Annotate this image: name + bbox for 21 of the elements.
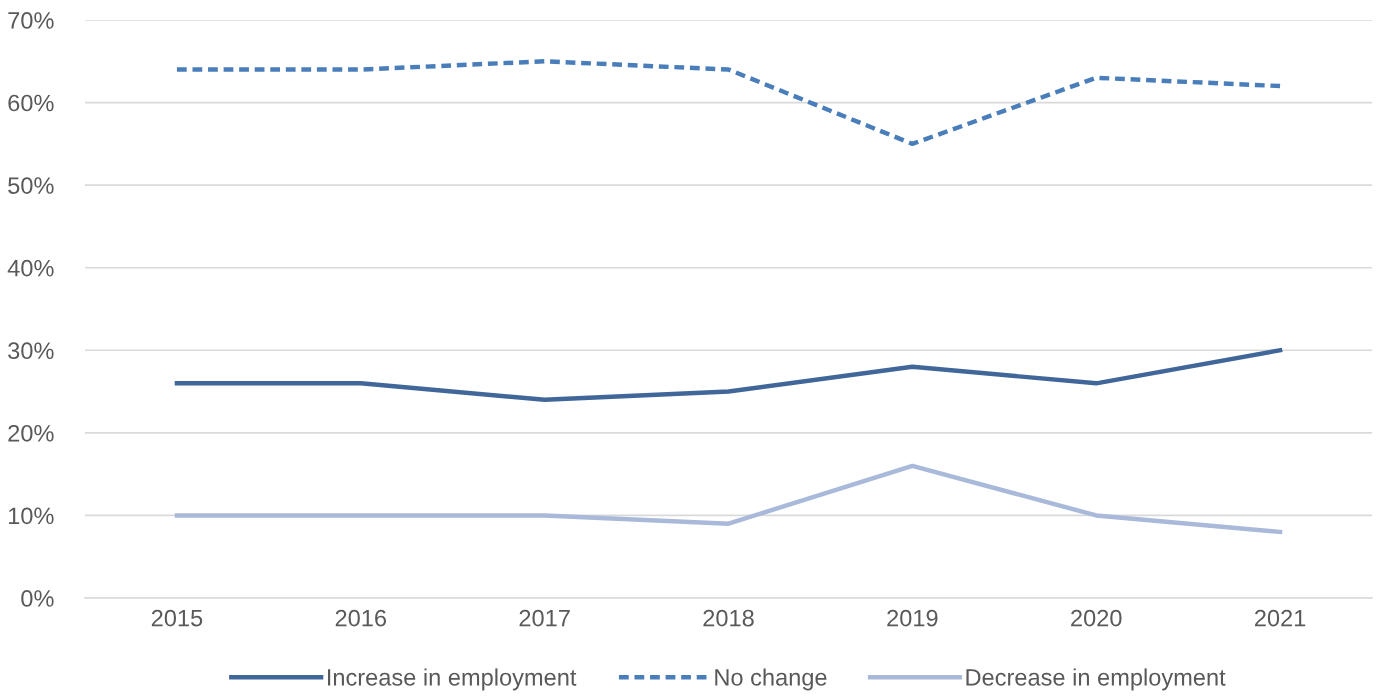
y-tick-label: 60% (8, 94, 54, 112)
legend-label: Decrease in employment (966, 668, 1226, 691)
x-tick-label: 2020 (1071, 609, 1122, 627)
y-tick-label: 0% (21, 590, 54, 607)
x-tick-label: 2021 (1255, 609, 1306, 627)
y-tick-label: 50% (8, 177, 54, 194)
x-tick-label: 2015 (151, 609, 203, 627)
legend-label: No change (715, 668, 827, 691)
line-series (174, 59, 1283, 147)
y-tick-label: 20% (8, 424, 54, 442)
line-series (174, 463, 1283, 535)
line-series (174, 348, 1283, 403)
x-tick-label: 2018 (703, 609, 754, 627)
legend-label: Increase in employment (327, 668, 577, 691)
x-tick-label: 2019 (887, 609, 938, 627)
y-tick-label: 30% (8, 342, 54, 360)
x-tick-label: 2017 (519, 609, 570, 627)
y-tick-label: 10% (8, 507, 54, 525)
y-tick-label: 40% (7, 259, 54, 277)
x-tick-label: 2016 (335, 609, 387, 627)
y-tick-label: 70% (8, 12, 54, 29)
